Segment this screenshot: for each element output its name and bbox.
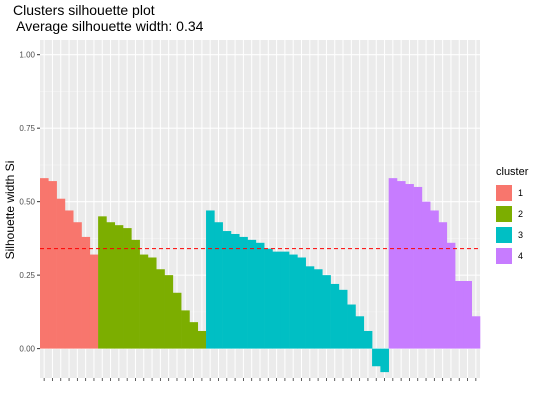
legend-swatch <box>496 184 512 201</box>
legend-swatch <box>496 226 512 243</box>
bar-cluster-2 <box>164 275 174 349</box>
bar-cluster-2 <box>106 222 116 349</box>
y-tick-label: 1.00 <box>19 51 35 60</box>
bar-cluster-1 <box>64 210 74 349</box>
bar-cluster-4 <box>446 242 456 349</box>
legend-label: 2 <box>518 208 524 219</box>
chart-subtitle: Average silhouette width: 0.34 <box>13 18 204 34</box>
bar-cluster-4 <box>413 186 423 349</box>
bar-cluster-3 <box>313 269 323 349</box>
bar-cluster-3 <box>214 222 223 349</box>
bar-cluster-3 <box>247 239 257 349</box>
bar-cluster-3 <box>330 283 340 349</box>
legend-label: 3 <box>518 229 524 240</box>
bar-cluster-3 <box>347 304 356 349</box>
bar-cluster-3 <box>297 257 306 349</box>
bar-cluster-4 <box>421 201 431 349</box>
bar-cluster-2 <box>156 269 165 349</box>
bar-cluster-3 <box>222 231 232 349</box>
bar-cluster-3 <box>206 210 215 349</box>
legend: cluster 1 2 3 4 <box>496 166 528 266</box>
bar-cluster-4 <box>463 281 472 349</box>
bar-cluster-2 <box>123 228 132 349</box>
bar-cluster-2 <box>98 216 107 349</box>
bar-cluster-3 <box>289 254 298 349</box>
bar-cluster-2 <box>181 310 190 349</box>
bar-cluster-1 <box>40 178 49 349</box>
bar-cluster-3 <box>280 251 290 349</box>
legend-label: 4 <box>518 250 524 261</box>
bar-cluster-1 <box>56 198 66 349</box>
bar-cluster-1 <box>48 181 57 349</box>
bar-cluster-1 <box>73 222 82 349</box>
legend-item: 3 <box>496 224 528 245</box>
chart-title: Clusters silhouette plot <box>13 2 155 18</box>
bar-cluster-3 <box>272 251 282 349</box>
bar-cluster-3 <box>355 316 365 349</box>
bar-cluster-2 <box>114 225 124 349</box>
bar-cluster-3 <box>338 289 348 349</box>
bar-cluster-1 <box>81 236 91 349</box>
bar-cluster-2 <box>131 239 140 349</box>
bar-cluster-3 <box>380 348 389 373</box>
bar-cluster-3 <box>255 242 265 349</box>
bar-cluster-4 <box>471 316 481 349</box>
legend-label: 1 <box>518 187 524 198</box>
legend-title: cluster <box>496 166 529 178</box>
bar-cluster-4 <box>396 181 406 349</box>
bar-cluster-4 <box>405 184 414 349</box>
bar-cluster-2 <box>139 254 149 349</box>
bar-cluster-2 <box>172 292 182 349</box>
bar-cluster-3 <box>264 248 273 349</box>
bar-cluster-2 <box>197 330 207 349</box>
bar-cluster-3 <box>305 266 315 349</box>
bar-cluster-4 <box>455 281 464 349</box>
bar-cluster-3 <box>363 330 373 349</box>
bar-cluster-4 <box>388 178 398 349</box>
y-tick-label: 0.50 <box>19 198 35 207</box>
bar-cluster-2 <box>189 322 199 349</box>
bar-cluster-1 <box>89 254 99 349</box>
bar-cluster-3 <box>230 233 240 349</box>
legend-swatch <box>496 247 512 264</box>
bar-cluster-4 <box>438 222 448 349</box>
y-tick-label: 0.75 <box>19 124 35 133</box>
legend-item: 1 <box>496 182 528 203</box>
legend-item: 2 <box>496 203 528 224</box>
legend-item: 4 <box>496 245 528 266</box>
y-tick-label: 0.25 <box>19 271 35 280</box>
bar-cluster-3 <box>322 275 331 349</box>
bar-cluster-3 <box>372 348 381 367</box>
y-tick-label: 0.00 <box>19 345 35 354</box>
bar-cluster-2 <box>147 257 157 349</box>
legend-swatch <box>496 205 512 222</box>
bar-cluster-3 <box>239 236 248 349</box>
bar-cluster-4 <box>430 210 439 349</box>
